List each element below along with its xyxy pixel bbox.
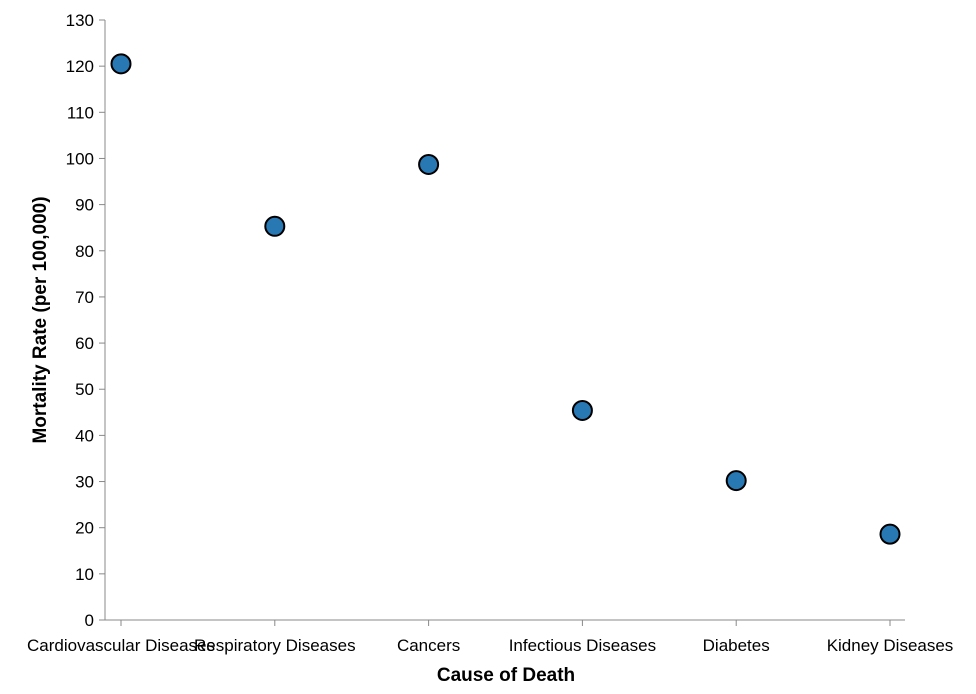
y-tick-label: 60	[75, 334, 94, 353]
x-tick-label: Kidney Diseases	[827, 636, 954, 655]
x-axis-title: Cause of Death	[437, 665, 575, 686]
data-point[interactable]	[110, 53, 132, 75]
y-tick-label: 130	[66, 11, 94, 30]
data-point[interactable]	[571, 399, 593, 421]
y-tick-label: 110	[67, 103, 94, 122]
x-tick-label: Cardiovascular Diseases	[27, 636, 215, 655]
y-tick-label: 90	[75, 196, 94, 215]
x-tick-label: Respiratory Diseases	[194, 636, 356, 655]
y-tick-label: 20	[75, 519, 94, 538]
y-tick-label: 10	[75, 565, 94, 584]
data-point[interactable]	[264, 215, 286, 237]
data-points	[110, 53, 901, 545]
x-tick-label: Cancers	[397, 636, 460, 655]
y-tick-label: 120	[66, 57, 94, 76]
y-tick-label: 30	[75, 473, 94, 492]
x-tick-label: Diabetes	[703, 636, 770, 655]
data-point[interactable]	[418, 153, 440, 175]
x-tick-label: Infectious Diseases	[509, 636, 656, 655]
y-tick-label: 40	[75, 426, 94, 445]
y-tick-label: 70	[75, 288, 94, 307]
y-tick-label: 0	[85, 611, 94, 630]
data-point[interactable]	[879, 523, 901, 545]
y-axis-title: Mortality Rate (per 100,000)	[30, 196, 51, 443]
y-tick-label: 80	[75, 242, 94, 261]
y-tick-label: 100	[66, 149, 94, 168]
data-point[interactable]	[725, 470, 747, 492]
y-axis: 0 10 20 30 40 50 60 70 80 90 100 110 120 130	[66, 11, 106, 630]
y-tick-label: 50	[75, 380, 94, 399]
